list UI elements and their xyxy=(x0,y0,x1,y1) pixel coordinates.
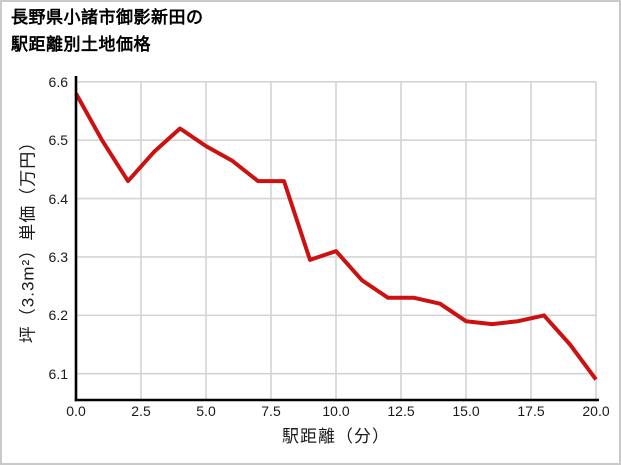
x-tick-label: 7.5 xyxy=(261,403,281,419)
x-tick-label: 17.5 xyxy=(517,403,545,419)
x-tick-label: 0.0 xyxy=(66,403,86,419)
y-tick-label: 6.6 xyxy=(48,73,68,90)
y-tick-label: 6.5 xyxy=(48,132,68,149)
y-tick-label: 6.4 xyxy=(48,190,68,207)
x-axis-label: 駅距離（分） xyxy=(282,427,390,446)
x-tick-label: 20.0 xyxy=(582,403,610,419)
x-tick-label: 10.0 xyxy=(322,403,350,419)
y-tick-label: 6.2 xyxy=(48,307,68,324)
y-tick-label: 6.3 xyxy=(48,248,68,265)
y-tick-label: 6.1 xyxy=(48,365,68,382)
x-tick-label: 5.0 xyxy=(196,403,216,419)
chart-title: 長野県小諸市御影新田の 駅距離別土地価格 xyxy=(11,4,204,58)
chart-title-line1: 長野県小諸市御影新田の xyxy=(11,8,204,27)
x-tick-label: 2.5 xyxy=(131,403,151,419)
chart-title-line2: 駅距離別土地価格 xyxy=(11,35,151,54)
x-tick-label: 12.5 xyxy=(387,403,415,419)
x-tick-label: 15.0 xyxy=(452,403,480,419)
price-line-series xyxy=(74,92,598,381)
